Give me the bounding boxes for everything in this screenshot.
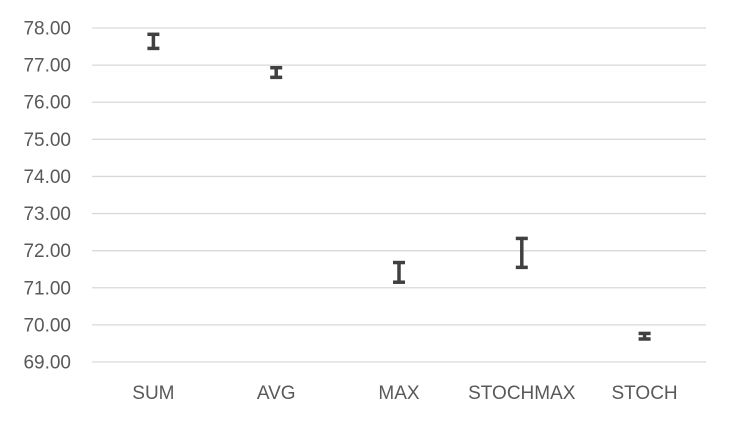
error-bar-0 (147, 32, 160, 51)
y-tick-label-8: 77.00 (23, 56, 71, 77)
x-category-label-4: STOCH (612, 383, 678, 404)
y-tick-label-2: 71.00 (23, 278, 71, 299)
x-category-label-2: MAX (378, 383, 420, 404)
y-tick-label-3: 72.00 (23, 241, 71, 262)
x-category-label-3: STOCHMAX (468, 383, 576, 404)
error-bar-2 (393, 260, 405, 284)
y-tick-label-0: 69.00 (23, 353, 71, 374)
y-tick-label-4: 73.00 (23, 204, 71, 225)
x-category-label-1: AVG (257, 383, 296, 404)
y-tick-label-7: 76.00 (23, 93, 71, 114)
error-bar-4 (638, 331, 651, 341)
error-bar-3 (515, 236, 528, 270)
y-tick-label-9: 78.00 (23, 19, 71, 40)
error-bar-1 (270, 65, 283, 80)
x-category-label-0: SUM (132, 383, 174, 404)
y-tick-label-5: 74.00 (23, 167, 71, 188)
y-tick-label-6: 75.00 (23, 130, 71, 151)
y-tick-label-1: 70.00 (23, 315, 71, 336)
